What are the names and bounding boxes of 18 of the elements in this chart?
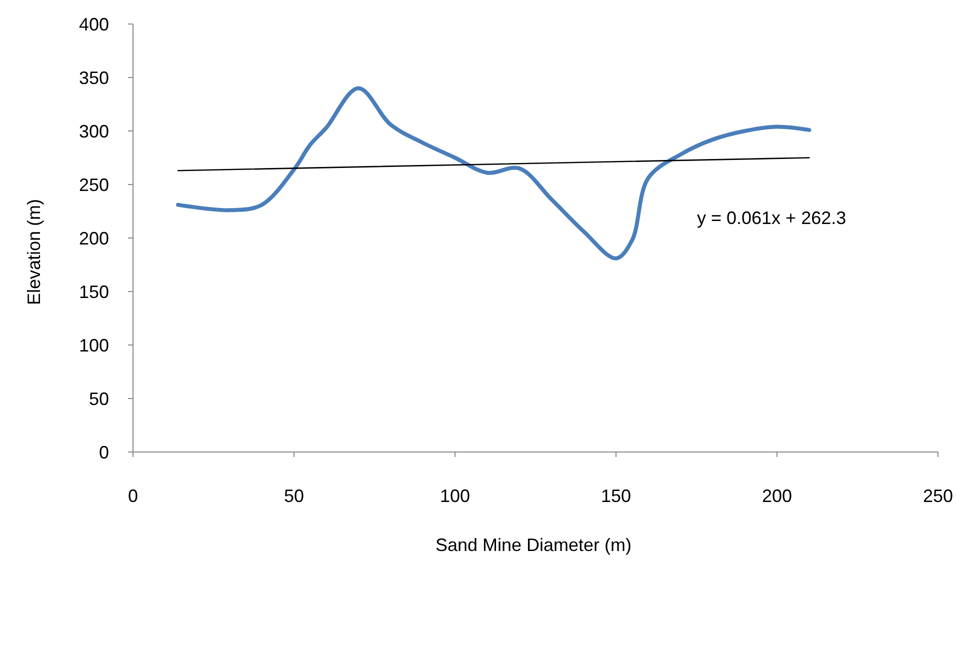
- y-tick-label: 400: [78, 14, 109, 34]
- x-tick-label: 100: [440, 486, 470, 506]
- y-axis-title: Elevation (m): [24, 198, 44, 306]
- y-tick-label: 150: [78, 282, 109, 302]
- y-tick-label: 300: [78, 121, 109, 142]
- y-tick-label: 0: [98, 442, 109, 462]
- y-tick-label: 200: [78, 228, 109, 248]
- x-tick-label: 0: [128, 486, 138, 506]
- y-tick-label: 350: [78, 68, 109, 88]
- x-tick-label: 50: [284, 486, 304, 506]
- y-tick-label: 250: [78, 174, 109, 195]
- x-tick-label: 250: [922, 486, 954, 506]
- annotation: y = 0.061x + 262.3: [697, 208, 846, 228]
- x-axis-title: Sand Mine Diameter (m): [435, 535, 632, 555]
- y-tick-label: 50: [88, 388, 109, 409]
- y-tick-label: 100: [78, 335, 109, 356]
- x-tick-label: 200: [762, 486, 792, 506]
- x-tick-label: 150: [600, 486, 632, 506]
